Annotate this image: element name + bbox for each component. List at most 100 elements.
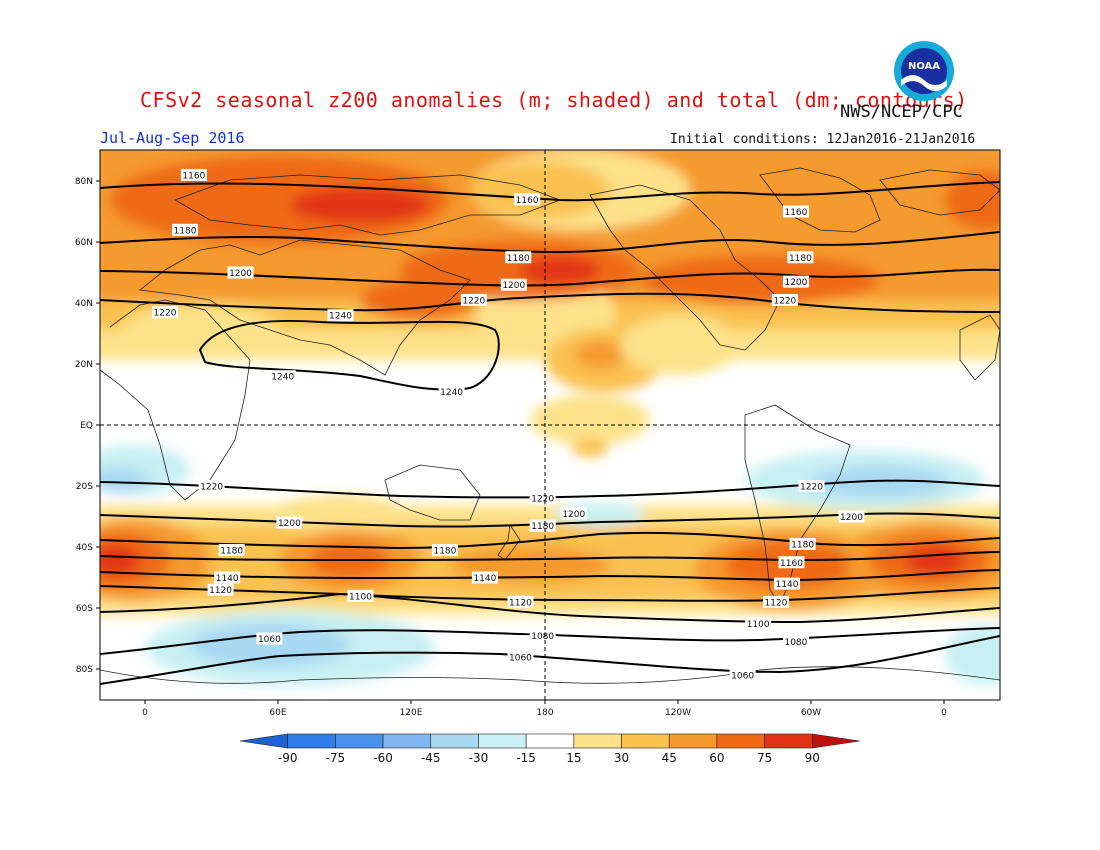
contour-label: 1220	[198, 480, 225, 493]
contour-label: 1080	[529, 629, 556, 642]
contour-label-text: 1200	[278, 519, 301, 529]
contour-label-text: 1200	[562, 510, 585, 520]
contour-label-text: 1180	[433, 547, 456, 557]
contour-label: 1120	[207, 583, 234, 596]
contour-label-text: 1160	[784, 208, 807, 218]
colorbar-label: 15	[566, 751, 581, 765]
colorbar-segment	[716, 733, 765, 749]
contour-label: 1200	[782, 275, 809, 288]
height-contours	[100, 181, 1000, 685]
contour-label: 1180	[431, 544, 458, 557]
lat-label-60s: 60S	[76, 604, 93, 614]
colorbar-label: 90	[805, 751, 820, 765]
contour-label-text: 1220	[462, 296, 485, 306]
colorbar-label: -45	[421, 751, 441, 765]
colorbar-label: -30	[469, 751, 489, 765]
contour-label: 1080	[782, 635, 809, 648]
lon-label-60w: 60W	[801, 708, 821, 718]
contour-label: 1180	[789, 537, 816, 550]
contour-labels: 1160 1160 1160 1180 1180 1180 1200 1200 1200 1220…	[151, 168, 865, 682]
agency-label: NWS/NCEP/CPC	[840, 102, 963, 122]
colorbar: -90 -75 -60 -45 -30 -15 15 30 45 60 75 90	[239, 733, 861, 765]
contour-label: 1200	[500, 278, 527, 291]
contour-label-text: 1140	[776, 580, 799, 590]
colorbar-label: 75	[757, 751, 772, 765]
contour-label: 1240	[269, 370, 296, 383]
colorbar-segment	[382, 733, 432, 749]
colorbar-label: -90	[278, 751, 298, 765]
contour-label: 1220	[460, 293, 487, 306]
contour-label-text: 1120	[209, 586, 232, 596]
contour-label: 1180	[505, 251, 532, 264]
colorbar-segment	[621, 733, 670, 749]
contour-label-text: 1240	[440, 388, 463, 398]
contour-label: 1100	[745, 617, 772, 630]
colorbar-segment	[812, 733, 861, 749]
contour-label: 1200	[227, 266, 254, 279]
contour-label-text: 1120	[765, 598, 788, 608]
contour-label-text: 1060	[258, 635, 281, 645]
colorbar-label: -75	[326, 751, 346, 765]
contour-label: 1160	[778, 556, 805, 569]
contour-label: 1220	[771, 293, 798, 306]
contour-label-text: 1180	[789, 254, 812, 264]
lat-label-40s: 40S	[76, 543, 93, 553]
contour-label-text: 1160	[516, 196, 539, 206]
contour-label: 1140	[471, 571, 498, 584]
contour-label-text: 1200	[229, 269, 252, 279]
contour-label: 1180	[218, 544, 245, 557]
contour-label-text: 1160	[780, 559, 803, 569]
longitude-axis: 0 60E 120E 180 120W 60W 0	[142, 700, 947, 718]
contour-label: 1180	[171, 223, 198, 236]
contour-label: 1160	[180, 168, 207, 181]
contour-label-text: 1220	[200, 483, 223, 493]
lat-label-eq: EQ	[80, 421, 93, 431]
lon-label-0-east: 0	[941, 708, 947, 718]
colorbar-segment	[478, 733, 527, 749]
lon-label-0: 0	[142, 708, 148, 718]
contour-label-text: 1180	[531, 522, 554, 532]
contour-label-text: 1180	[220, 547, 243, 557]
colorbar-segment	[764, 733, 813, 749]
contour-label-text: 1160	[182, 171, 205, 181]
contour-label-text: 1220	[773, 296, 796, 306]
contour-label-text: 1200	[502, 281, 525, 291]
lon-label-60e: 60E	[269, 708, 286, 718]
colorbar-label: 60	[709, 751, 724, 765]
contour-label-text: 1180	[507, 254, 530, 264]
contour-label-text: 1140	[473, 574, 496, 584]
lon-label-120e: 120E	[400, 708, 423, 718]
lat-label-20n: 20N	[75, 360, 93, 370]
lat-label-60n: 60N	[75, 238, 93, 248]
colorbar-segment	[287, 733, 336, 749]
contour-label: 1200	[276, 516, 303, 529]
contour-label-text: 1200	[784, 278, 807, 288]
contour-label: 1060	[507, 650, 534, 663]
logo-text: NOAA	[908, 61, 940, 72]
contour-label-text: 1080	[531, 632, 554, 642]
contour-label: 1180	[787, 251, 814, 264]
contour-label: 1140	[214, 571, 241, 584]
colorbar-segment	[335, 733, 384, 749]
contour-label-text: 1060	[731, 672, 754, 682]
colorbar-label: 30	[614, 751, 629, 765]
shaded-anomalies	[100, 150, 1000, 700]
contour-label: 1180	[529, 519, 556, 532]
contour-label: 1120	[507, 595, 534, 608]
lat-label-80s: 80S	[76, 665, 93, 675]
contour-label-text: 1240	[329, 312, 352, 322]
contour-label: 1140	[774, 577, 801, 590]
colorbar-label: -15	[516, 751, 536, 765]
forecast-period: Jul-Aug-Sep 2016	[100, 129, 245, 147]
contour-label-text: 1140	[216, 574, 239, 584]
colorbar-label: -60	[373, 751, 393, 765]
contour-label: 1200	[838, 510, 865, 523]
colorbar-segment	[239, 733, 288, 749]
colorbar-label: 45	[662, 751, 677, 765]
contour-label: 1200	[560, 507, 587, 520]
lon-label-180: 180	[536, 708, 553, 718]
contour-label-text: 1180	[791, 540, 814, 550]
contour-label-text: 1220	[800, 483, 823, 493]
contour-label-text: 1080	[784, 638, 807, 648]
contour-label: 1220	[798, 480, 825, 493]
